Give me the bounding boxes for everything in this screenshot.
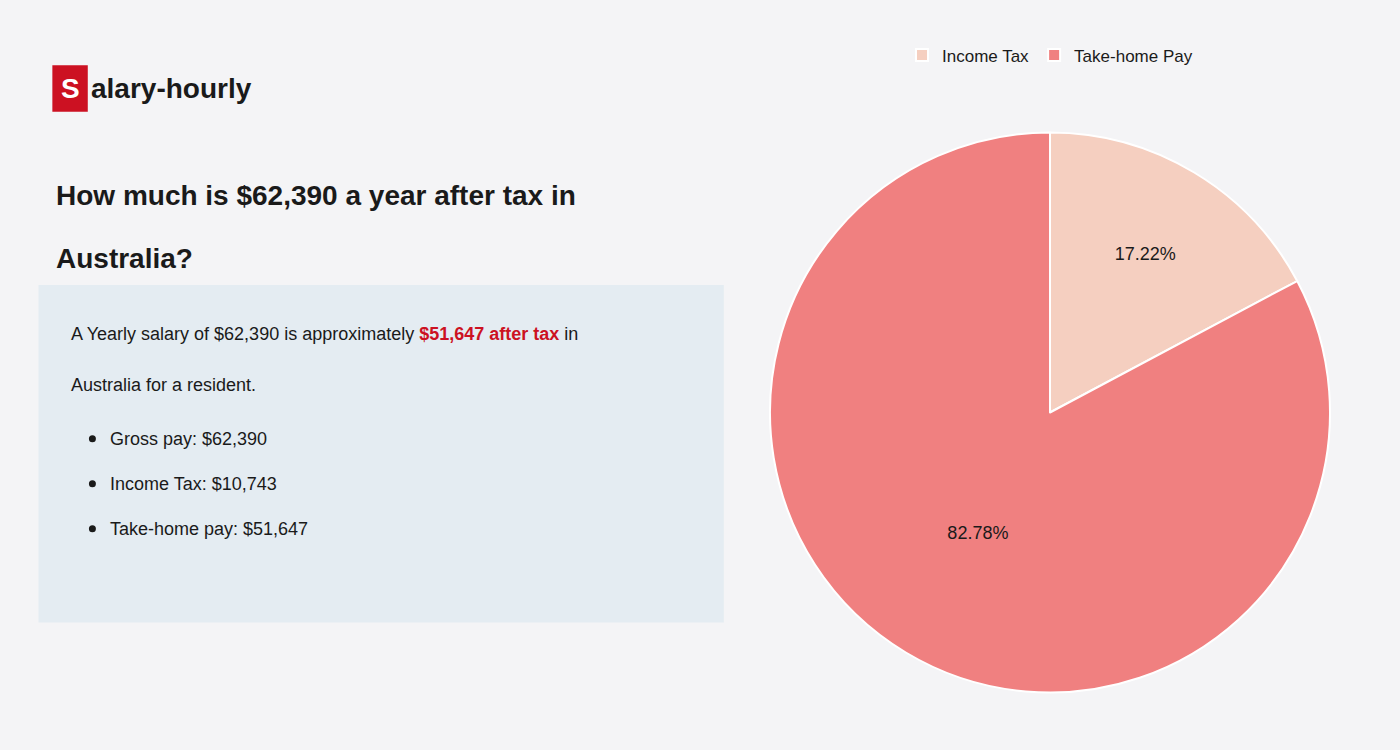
svg-text:Income Tax: Income Tax [942, 47, 1029, 66]
svg-text:Australia for a resident.: Australia for a resident. [71, 375, 256, 395]
svg-text:82.78%: 82.78% [947, 523, 1008, 543]
svg-text:A Yearly salary of $62,390 is: A Yearly salary of $62,390 is approximat… [71, 324, 578, 344]
svg-text:How much is $62,390 a year aft: How much is $62,390 a year after tax in [56, 180, 576, 211]
svg-text:Gross pay: $62,390: Gross pay: $62,390 [110, 429, 267, 449]
svg-text:alary-hourly: alary-hourly [91, 73, 252, 104]
svg-text:Take-home pay: $51,647: Take-home pay: $51,647 [110, 519, 308, 539]
svg-text:Australia?: Australia? [56, 243, 193, 274]
svg-text:S: S [61, 73, 80, 104]
svg-text:Take-home Pay: Take-home Pay [1074, 47, 1193, 66]
svg-text:17.22%: 17.22% [1115, 244, 1176, 264]
svg-text:Income Tax: $10,743: Income Tax: $10,743 [110, 474, 277, 494]
